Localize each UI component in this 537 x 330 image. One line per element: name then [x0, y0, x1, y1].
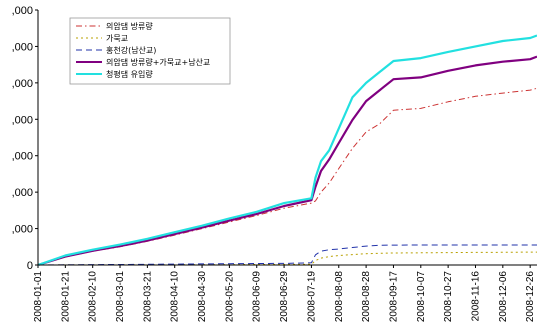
x-tick-label: 2008-04-30	[197, 271, 208, 323]
x-tick-label: 2008-08-28	[361, 271, 372, 323]
x-tick-label: 2008-02-10	[88, 271, 99, 323]
x-tick-label: 2008-07-19	[306, 271, 317, 323]
series-line	[37, 55, 537, 267]
x-tick-label: 2008-03-21	[142, 271, 153, 323]
x-tick-label: 2008-05-20	[224, 271, 235, 323]
x-axis: 2008-01-01 2008-01-21 2008-02-10 2008-03-01…	[33, 265, 536, 322]
y-tick-label: ,000	[12, 41, 33, 53]
x-tick-label: 2008-10-27	[443, 271, 454, 323]
legend-label: 가묵교	[106, 34, 128, 43]
legend-label: 홍천강(남산교)	[106, 45, 156, 55]
x-tick-label: 2008-09-17	[388, 271, 399, 323]
x-tick-label: 2008-12-06	[498, 271, 509, 323]
y-tick-label: 0	[27, 260, 33, 272]
y-tick-label: ,000	[12, 78, 33, 90]
y-tick-label: ,000	[12, 224, 33, 236]
x-tick-label: 2008-11-16	[470, 271, 481, 322]
x-tick-label: 2008-06-09	[252, 271, 263, 323]
x-tick-label: 2008-01-21	[60, 271, 71, 323]
series-lines	[37, 34, 537, 267]
x-tick-label: 2008-03-01	[115, 271, 126, 323]
x-tick-label: 2008-08-08	[334, 271, 345, 323]
legend-label: 청평댐 유입량	[106, 69, 153, 79]
series-line	[37, 34, 537, 267]
x-tick-label: 2008-04-10	[170, 271, 181, 323]
x-tick-label: 2008-12-26	[525, 271, 536, 323]
y-tick-label: ,000	[12, 187, 33, 199]
y-tick-label: ,000	[12, 114, 33, 126]
y-tick-label: ,000	[12, 151, 33, 163]
legend-label: 의암댐 방류량	[106, 21, 153, 31]
x-tick-label: 2008-06-29	[279, 271, 290, 323]
x-tick-label: 2008-01-01	[33, 271, 44, 323]
legend-label: 의암댐 방류량+가묵교+남산교	[106, 57, 210, 67]
y-tick-label: ,000	[12, 5, 33, 17]
y-axis: 0 ,000 ,000 ,000 ,000 ,000 ,000 ,000	[12, 5, 38, 272]
x-tick-label: 2008-10-07	[416, 271, 427, 323]
